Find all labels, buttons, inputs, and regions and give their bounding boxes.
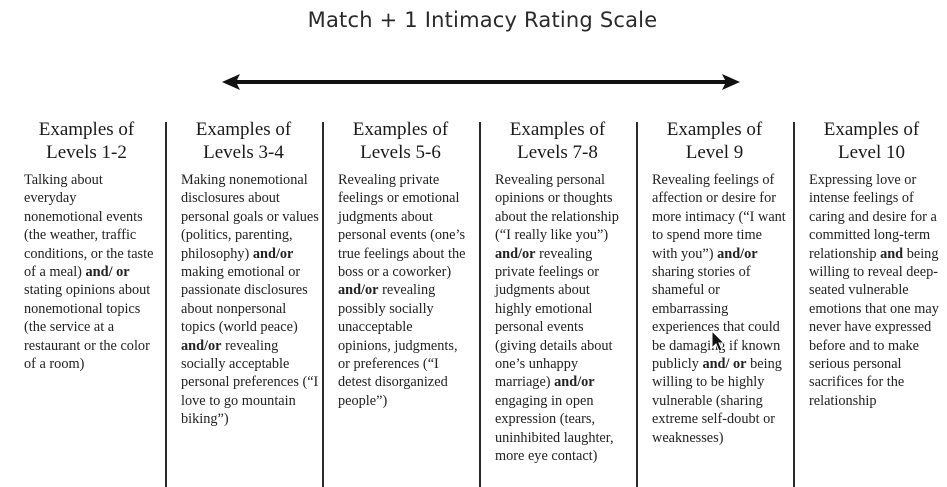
connector-text: and/or [338,282,379,299]
column-body: Revealing private feelings or emotional … [338,171,466,410]
column-divider [793,122,795,487]
column-body: Revealing feelings of affection or desir… [652,171,790,447]
body-text: Making nonemotional disclosures about pe… [181,172,319,262]
body-text: stating opinions about nonemotional topi… [24,282,151,373]
column-divider [322,122,324,487]
heading-line: Examples of [38,119,135,140]
page-title: Match + 1 Intimacy Rating Scale [307,8,658,32]
heading-line: Examples of [666,119,763,140]
body-text: making emotional or passionate disclosur… [181,264,308,336]
heading-line: Levels 1-2 [46,142,127,163]
scale-column-levels-5-6: Examples of Levels 5-6 Revealing private… [328,118,473,410]
column-heading: Examples of Level 9 [642,118,787,164]
column-heading: Examples of Levels 7-8 [485,118,630,164]
body-text: revealing private feelings or judgments … [495,245,613,391]
connector-text: and [880,245,904,262]
connector-text: and/or [495,245,536,262]
column-heading: Examples of Levels 1-2 [14,118,159,164]
scale-column-level-10: Examples of Level 10 Expressing love or … [799,118,944,410]
body-text: being willing to be highly vulnerable (s… [652,356,782,446]
connector-text: and/or [554,374,595,391]
body-text: engaging in open expression (tears, unin… [495,392,614,465]
column-body: Revealing personal opinions or thoughts … [495,171,621,466]
scale-column-levels-1-2: Examples of Levels 1-2 Talking about eve… [14,118,159,373]
heading-line: Levels 5-6 [360,142,441,163]
connector-text: and/or [717,245,758,262]
heading-line: Examples of [509,119,606,140]
body-text: Expressing love or intense feelings of c… [809,172,937,262]
column-heading: Examples of Level 10 [799,118,944,164]
column-body: Expressing love or intense feelings of c… [809,171,943,410]
body-text: sharing stories of shameful or embarrass… [652,264,781,373]
scale-column-levels-3-4: Examples of Levels 3-4 Making nonemotion… [171,118,319,429]
heading-line: Level 9 [685,142,744,163]
body-text: Revealing personal opinions or thoughts … [495,172,619,244]
column-heading: Examples of Levels 5-6 [328,118,473,164]
scale-column-level-9: Examples of Level 9 Revealing feelings o… [642,118,787,447]
body-text: Revealing private feelings or emotional … [338,172,466,281]
heading-line: Levels 3-4 [203,142,284,163]
column-divider [165,122,167,487]
body-text: being willing to reveal deep-seated vuln… [809,245,939,409]
heading-line: Examples of [195,119,292,140]
heading-line: Examples of [352,119,449,140]
body-text: revealing possibly socially unacceptable… [338,282,458,409]
mouse-pointer-icon [711,330,725,352]
heading-line: Level 10 [837,142,905,163]
scale-column-levels-7-8: Examples of Levels 7-8 Revealing persona… [485,118,630,466]
connector-text: and/ or [85,264,130,281]
column-body: Talking about everyday nonemotional even… [24,171,156,373]
column-divider [479,122,481,487]
column-divider [636,122,638,487]
double-headed-arrow-icon [222,74,740,90]
connector-text: and/or [252,245,294,262]
heading-line: Examples of [823,119,920,140]
body-text: Talking about everyday nonemotional even… [24,172,154,281]
column-body: Making nonemotional disclosures about pe… [181,171,319,429]
connector-text: and/ or [702,356,747,373]
heading-line: Levels 7-8 [517,142,598,163]
body-text: Revealing feelings of affection or desir… [652,172,786,262]
column-heading: Examples of Levels 3-4 [171,118,316,164]
connector-text: and/or [181,337,222,354]
body-text: revealing socially acceptable personal p… [181,337,319,428]
